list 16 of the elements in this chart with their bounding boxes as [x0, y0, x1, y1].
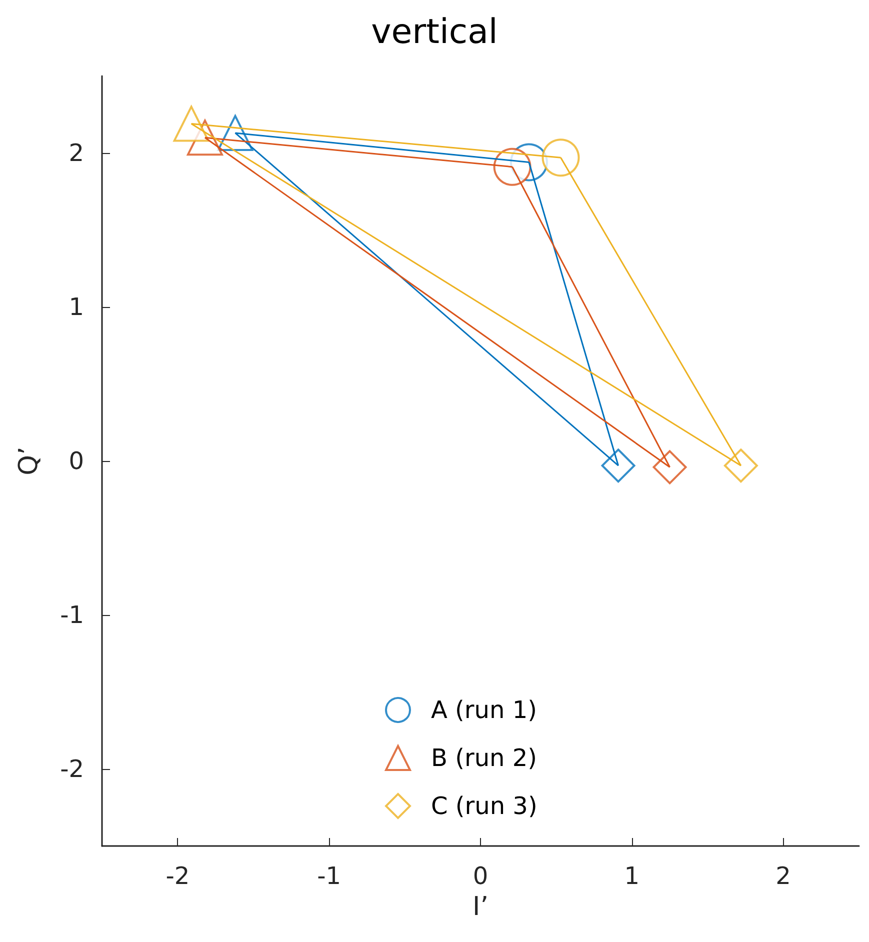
x-tick-label: -2 — [166, 862, 190, 890]
legend-label: A (run 1) — [431, 696, 537, 724]
legend-label: C (run 3) — [431, 792, 538, 820]
y-tick-label: 1 — [68, 293, 84, 321]
chart-title: vertical — [371, 12, 498, 52]
y-tick-label: 2 — [68, 139, 84, 167]
x-tick-label: -1 — [317, 862, 342, 890]
x-tick-label: 1 — [624, 862, 640, 890]
y-tick-label: -1 — [60, 601, 84, 629]
x-axis-title: I’ — [472, 892, 488, 922]
legend-label: B (run 2) — [431, 744, 538, 772]
x-tick-label: 2 — [776, 862, 791, 890]
y-tick-label: -2 — [60, 755, 84, 783]
y-tick-label: 0 — [68, 447, 84, 475]
x-tick-label: 0 — [472, 862, 488, 890]
y-axis-title: Q’ — [14, 446, 44, 476]
